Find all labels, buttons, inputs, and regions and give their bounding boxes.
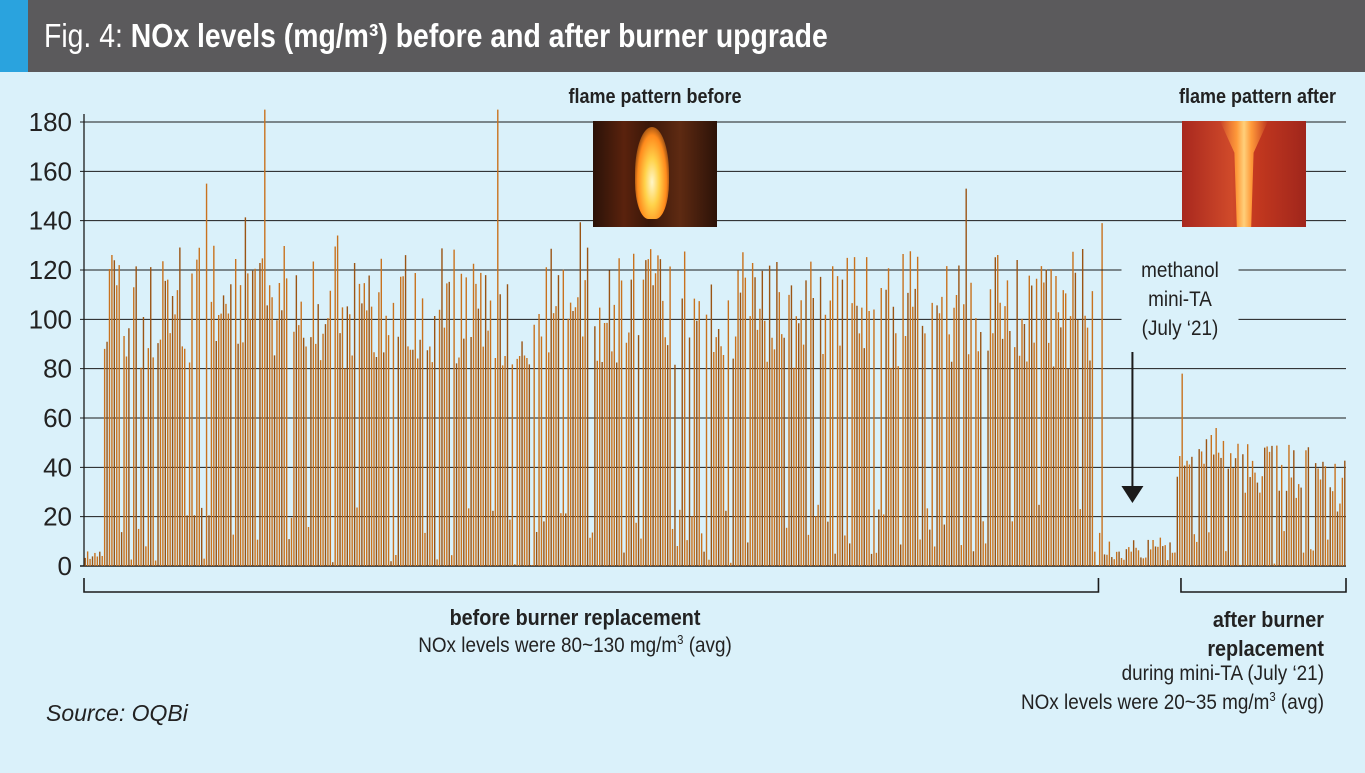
source-note: Source: OQBi bbox=[46, 700, 188, 726]
after-caption-title: after burner replacement bbox=[1207, 607, 1324, 661]
methanol-annotation-line1: methanol bbox=[1141, 259, 1219, 282]
methanol-annotation: methanol mini-TA (July ‘21) bbox=[1121, 256, 1239, 343]
y-tick-label: 100 bbox=[29, 304, 72, 334]
before-caption-title: before burner replacement bbox=[449, 605, 701, 630]
flame-before-label: flame pattern before bbox=[568, 86, 742, 108]
y-tick-label: 20 bbox=[43, 502, 72, 532]
after-caption-sup: 3 bbox=[1269, 690, 1276, 704]
y-tick-label: 180 bbox=[29, 107, 72, 137]
y-tick-label: 140 bbox=[29, 206, 72, 236]
y-tick-label: 120 bbox=[29, 255, 72, 285]
y-tick-label: 40 bbox=[43, 452, 72, 482]
nox-bar-chart: 0 20 40 60 80 100 120 140 160 180 bbox=[29, 107, 1347, 593]
methanol-annotation-line2: mini-TA bbox=[1148, 288, 1212, 311]
after-caption-value: NOx levels were 20~35 mg/m bbox=[1020, 691, 1270, 714]
flame-after-cone bbox=[1220, 121, 1268, 227]
after-bracket bbox=[1180, 578, 1347, 593]
title-bar: Fig. 4: NOx levels (mg/m³) before and af… bbox=[0, 0, 1365, 72]
after-caption-line1: during mini-TA (July ‘21) bbox=[1121, 662, 1324, 685]
after-caption-line2: NOx levels were 20~35 mg/m3 (avg) bbox=[942, 690, 1324, 715]
flame-after-label: flame pattern after bbox=[1178, 86, 1336, 108]
flame-after-photo bbox=[1182, 121, 1306, 227]
annotation-arrow-head bbox=[1121, 486, 1144, 503]
before-caption-value: NOx levels were 80~130 mg/m bbox=[418, 634, 678, 657]
figure-title-main: NOx levels (mg/m³) before and after burn… bbox=[130, 17, 828, 54]
before-bracket bbox=[83, 578, 1100, 593]
title-accent bbox=[0, 0, 28, 72]
figure-title: Fig. 4: NOx levels (mg/m³) before and af… bbox=[44, 16, 828, 56]
before-caption-sup: 3 bbox=[677, 633, 684, 647]
flame-before-fire bbox=[635, 127, 669, 219]
y-tick-label: 60 bbox=[43, 403, 72, 433]
figure-number: Fig. 4: bbox=[44, 17, 131, 54]
before-caption-text: NOx levels were 80~130 mg/m3 (avg) bbox=[355, 633, 796, 658]
flame-before-photo bbox=[593, 121, 717, 227]
y-tick-label: 80 bbox=[43, 354, 72, 384]
after-caption-suffix: (avg) bbox=[1275, 691, 1324, 714]
y-tick-label: 0 bbox=[58, 551, 72, 581]
methanol-annotation-line3: (July ‘21) bbox=[1141, 317, 1219, 340]
before-caption-suffix: (avg) bbox=[683, 634, 732, 657]
y-tick-label: 160 bbox=[29, 156, 72, 186]
